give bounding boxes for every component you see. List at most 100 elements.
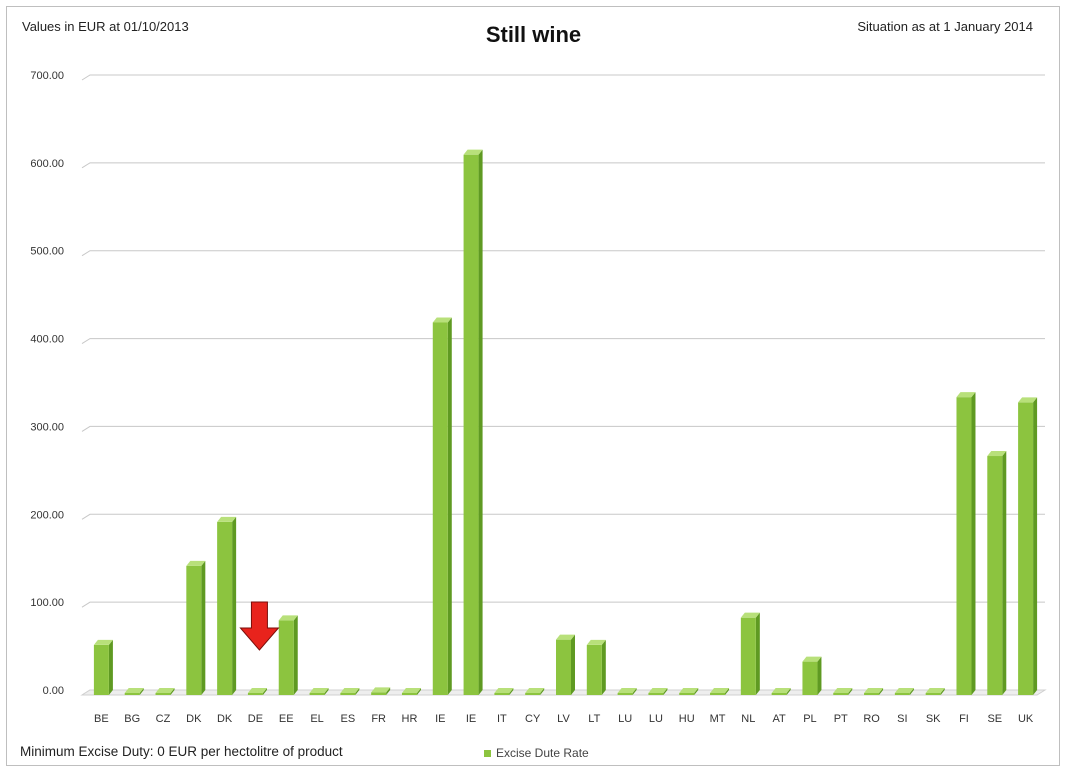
bar-top (278, 615, 298, 621)
x-tick-label: PL (803, 713, 816, 725)
bar-side (786, 688, 791, 695)
x-tick-label: LU (649, 713, 663, 725)
bar (463, 154, 479, 695)
bar-top (833, 688, 853, 693)
x-tick-label: FR (371, 713, 386, 725)
bar-top (401, 688, 421, 693)
bar (833, 693, 849, 695)
x-tick-label: HR (402, 713, 418, 725)
bar-side (1002, 451, 1007, 695)
bar (648, 693, 664, 695)
gridline (81, 425, 1045, 432)
bar (556, 639, 571, 695)
y-tick-label: 400.00 (30, 334, 64, 346)
y-tick-label: 0.00 (43, 685, 64, 697)
bar-side (262, 688, 267, 695)
down-arrow-icon (239, 601, 280, 651)
y-tick-label: 600.00 (30, 158, 64, 170)
chart-frame (6, 6, 1060, 766)
x-tick-label: AT (773, 713, 787, 725)
x-tick-label: MT (710, 713, 726, 725)
x-tick-label: PT (834, 713, 848, 725)
x-tick-label: DK (217, 713, 233, 725)
bar-top (186, 560, 206, 566)
x-tick-label: IE (466, 713, 476, 725)
x-tick-label: CZ (156, 713, 171, 725)
bar (771, 693, 787, 695)
bar (987, 456, 1003, 695)
bar-top (494, 688, 514, 693)
bar (1018, 402, 1034, 695)
bar-side (447, 317, 452, 695)
bar (155, 693, 171, 695)
bar-top (894, 688, 914, 693)
x-tick-label: FI (959, 713, 969, 725)
bar-side (940, 688, 945, 695)
bar-side (725, 688, 730, 695)
chart-title: Still wine (485, 22, 582, 47)
legend-swatch (484, 749, 491, 757)
bar-side (201, 560, 206, 695)
bar (124, 693, 140, 695)
bar-top (309, 688, 329, 693)
gridline (81, 338, 1045, 344)
bar (93, 644, 109, 695)
legend: Excise Dute Rate (484, 746, 589, 760)
bar-top (525, 688, 545, 693)
situation-date: Situation as at 1 January 2014 (857, 19, 1033, 34)
x-tick-label: BE (94, 713, 109, 725)
gridline (81, 74, 1045, 81)
x-tick-label: IE (435, 713, 445, 725)
bar (186, 565, 202, 695)
x-tick-label: BG (124, 713, 140, 725)
x-tick-label: NL (741, 713, 755, 725)
bar-side (293, 615, 298, 695)
bar-side (848, 688, 853, 695)
x-tick-label: LT (588, 713, 600, 725)
bar-top (987, 451, 1007, 457)
bar-side (478, 149, 483, 695)
bar (371, 692, 387, 695)
bar (956, 397, 972, 695)
bar-top (556, 634, 575, 640)
gridline (81, 250, 1045, 257)
bar-side (355, 688, 360, 695)
x-tick-label: HU (679, 713, 695, 725)
bar (340, 693, 356, 695)
bar (309, 693, 325, 695)
bar (401, 693, 417, 695)
x-tick-label: LU (618, 713, 632, 725)
gridline (81, 601, 1045, 608)
bar-top (771, 688, 791, 693)
x-tick-label: UK (1018, 713, 1034, 725)
bar-side (971, 392, 976, 695)
bar-side (663, 688, 668, 695)
bar (740, 617, 756, 695)
bar (617, 693, 633, 695)
bar-side (1033, 397, 1038, 695)
bar (864, 693, 880, 695)
bar (586, 644, 602, 695)
bar (278, 620, 294, 695)
bar (925, 693, 941, 695)
bar (802, 661, 818, 695)
bar-top (93, 639, 113, 645)
bar-top (340, 688, 360, 693)
bar-top (864, 688, 884, 693)
bar-top (740, 612, 760, 618)
bar-top (925, 688, 945, 693)
x-tick-label: CY (525, 713, 541, 725)
bar-top (155, 688, 175, 693)
x-tick-label: SK (926, 713, 941, 725)
y-tick-label: 100.00 (30, 597, 64, 609)
bar-side (755, 612, 760, 695)
bar-side (817, 656, 822, 695)
gridline (81, 513, 1045, 520)
bar-top (371, 687, 391, 693)
gridline (81, 162, 1045, 169)
x-tick-label: DK (186, 713, 202, 725)
bar-side (694, 688, 699, 695)
bar-side (509, 688, 514, 695)
bar-top (124, 688, 144, 693)
